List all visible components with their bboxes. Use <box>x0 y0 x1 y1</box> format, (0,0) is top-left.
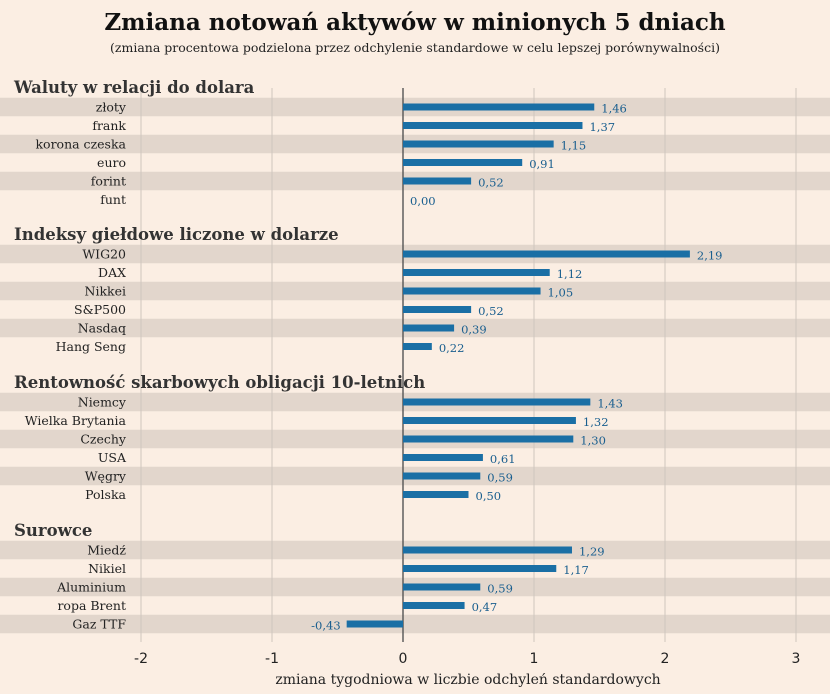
category-label: Węgry <box>85 469 127 484</box>
bar <box>403 602 465 609</box>
bar <box>403 565 557 572</box>
data-label: 0,52 <box>478 304 504 318</box>
bar <box>403 343 432 350</box>
bar <box>403 491 469 498</box>
bar <box>403 269 550 276</box>
bar <box>403 159 523 166</box>
data-label: 1,12 <box>557 267 583 281</box>
bar <box>403 324 455 332</box>
data-label: 1,15 <box>561 139 587 153</box>
data-label: 0,00 <box>410 194 436 208</box>
bar <box>403 140 554 148</box>
bar <box>403 546 572 554</box>
x-tick-label: -1 <box>265 651 279 667</box>
category-label: funt <box>100 192 126 207</box>
bar <box>403 398 591 406</box>
data-label: 0,22 <box>439 341 465 355</box>
category-label: Nasdaq <box>78 321 126 336</box>
plot-marks: Waluty w relacji do dolara złoty 1,46 frank… <box>13 78 800 667</box>
bar <box>403 122 583 129</box>
category-label: frank <box>92 118 126 133</box>
bar <box>403 472 481 480</box>
bar <box>403 454 483 461</box>
data-label: 2,19 <box>697 249 723 263</box>
data-label: 0,59 <box>487 582 513 596</box>
category-label: Gaz TTF <box>72 617 126 632</box>
bar <box>403 287 541 295</box>
data-label: -0,43 <box>311 619 341 633</box>
row-band <box>0 614 830 634</box>
category-label: Niemcy <box>78 395 127 410</box>
category-label: USA <box>98 450 127 465</box>
chart-subtitle: (zmiana procentowa podzielona przez odch… <box>110 40 720 55</box>
data-label: 0,59 <box>487 471 513 485</box>
x-tick-label: 2 <box>661 651 670 667</box>
x-tick-label: -2 <box>134 651 148 667</box>
category-label: Nikkei <box>85 284 126 299</box>
data-label: 1,29 <box>579 545 605 559</box>
data-label: 0,50 <box>476 489 502 503</box>
x-axis-label: zmiana tygodniowa w liczbie odchyleń sta… <box>275 672 660 688</box>
data-label: 1,30 <box>580 434 606 448</box>
data-label: 1,17 <box>563 563 589 577</box>
category-label: WIG20 <box>82 247 126 262</box>
x-tick-label: 3 <box>792 651 801 667</box>
category-label: Wielka Brytania <box>25 413 127 428</box>
data-label: 1,43 <box>597 397 623 411</box>
bar <box>403 103 595 111</box>
category-label: forint <box>91 174 126 189</box>
category-label: korona czeska <box>35 137 126 152</box>
group-title: Indeksy giełdowe liczone w dolarze <box>14 225 339 244</box>
category-label: Miedź <box>87 543 126 558</box>
bar <box>403 250 690 258</box>
category-label: Hang Seng <box>56 339 126 354</box>
data-label: 0,52 <box>478 176 504 190</box>
x-tick-label: 0 <box>399 651 408 667</box>
bar <box>403 435 574 443</box>
bar <box>403 583 481 591</box>
category-label: euro <box>97 155 126 170</box>
category-label: ropa Brent <box>57 598 126 613</box>
data-label: 1,46 <box>601 102 627 116</box>
data-label: 1,32 <box>583 415 609 429</box>
data-label: 1,05 <box>548 286 574 300</box>
data-label: 0,91 <box>529 157 555 171</box>
category-label: Nikiel <box>88 561 126 576</box>
bar <box>346 620 403 628</box>
category-label: Czechy <box>80 432 127 447</box>
data-label: 0,39 <box>461 323 487 337</box>
category-label: złoty <box>96 100 127 115</box>
bar <box>403 306 472 313</box>
category-label: DAX <box>98 265 126 280</box>
bar <box>403 417 576 424</box>
chart-title: Zmiana notowań aktywów w minionych 5 dni… <box>104 9 726 36</box>
x-tick-label: 1 <box>530 651 539 667</box>
data-label: 0,61 <box>490 452 516 466</box>
category-label: Aluminium <box>56 580 126 595</box>
group-title: Surowce <box>14 521 92 540</box>
group-title: Rentowność skarbowych obligacji 10-letni… <box>14 373 425 392</box>
data-label: 1,37 <box>589 120 615 134</box>
category-label: Polska <box>85 487 126 502</box>
group-title: Waluty w relacji do dolara <box>13 78 255 97</box>
bar <box>403 177 472 185</box>
data-label: 0,47 <box>472 600 498 614</box>
category-label: S&P500 <box>74 302 126 317</box>
